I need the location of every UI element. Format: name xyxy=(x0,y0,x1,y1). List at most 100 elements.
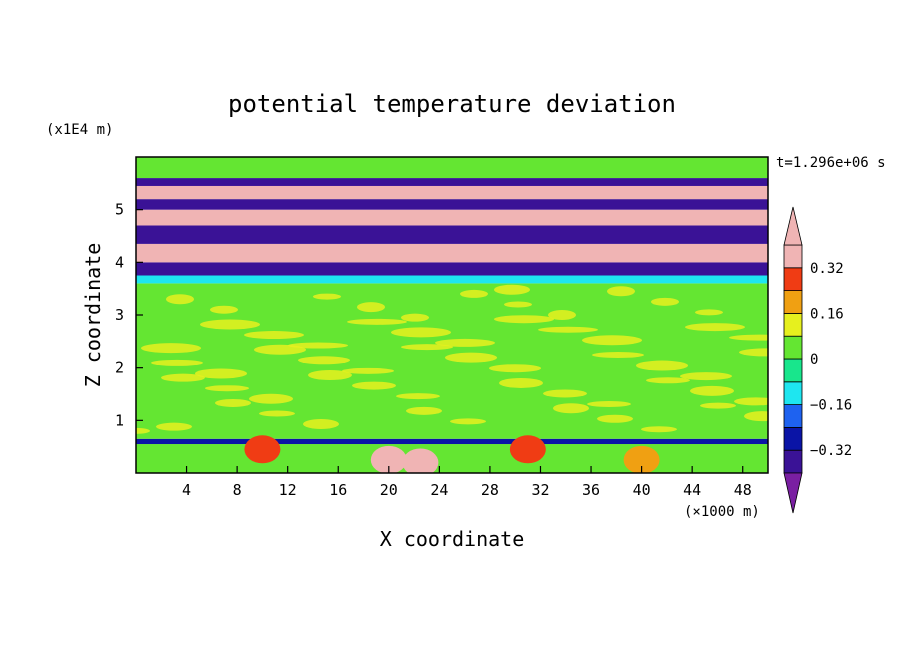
contour-patch xyxy=(489,364,541,373)
x-tick-label: 8 xyxy=(233,481,242,499)
x-axis-label: X coordinate xyxy=(380,527,525,551)
contour-band xyxy=(136,157,768,179)
contour-band xyxy=(136,225,768,244)
x-tick-label: 20 xyxy=(380,481,398,499)
contour-patch xyxy=(592,352,644,359)
contour-patch xyxy=(651,297,679,306)
contour-patch xyxy=(195,368,247,379)
contour-patch xyxy=(641,426,677,433)
colorbar-box xyxy=(783,426,803,451)
contour-patch xyxy=(166,294,194,305)
contour-patch xyxy=(734,397,768,406)
contour-patch xyxy=(582,335,642,346)
x-tick-label: 36 xyxy=(582,481,600,499)
warm-plume xyxy=(509,435,546,464)
y-axis-label: Z coordinate xyxy=(81,243,105,388)
contour-band xyxy=(136,209,768,226)
colorbar-box xyxy=(783,312,803,337)
warm-plume xyxy=(623,445,660,473)
contour-patch xyxy=(156,422,192,431)
contour-patch xyxy=(680,372,732,381)
contour-patch xyxy=(587,401,631,408)
x-tick-label: 44 xyxy=(683,481,701,499)
x-tick-label: 48 xyxy=(734,481,752,499)
contour-patch xyxy=(494,284,530,295)
x-tick-label: 40 xyxy=(633,481,651,499)
contour-patch xyxy=(288,342,348,349)
x-tick-label: 4 xyxy=(182,481,191,499)
contour-patch xyxy=(597,414,633,423)
contour-patch xyxy=(504,301,532,308)
colorbar-box xyxy=(783,404,803,428)
contour-patch xyxy=(401,344,453,351)
x-tick-label: 12 xyxy=(279,481,297,499)
contour-patch xyxy=(342,367,394,374)
contour-patch xyxy=(303,419,339,430)
contour-patch xyxy=(136,427,150,434)
colorbar: 0.32 0.16 0 −0.16 −0.32 xyxy=(783,206,852,514)
contour-patch xyxy=(254,344,306,355)
contour-patch xyxy=(347,318,407,325)
colorbar-box xyxy=(783,290,803,314)
warm-plume xyxy=(244,435,281,464)
colorbar-tick-label: −0.16 xyxy=(810,398,852,414)
contour-patch xyxy=(739,348,768,357)
contour-band xyxy=(136,185,768,200)
contour-band xyxy=(136,243,768,263)
contour-patch xyxy=(460,289,488,298)
contour-patch xyxy=(695,309,723,316)
warm-plume xyxy=(370,445,407,473)
colorbar-box xyxy=(783,267,803,291)
contour-band xyxy=(136,262,768,276)
x-tick-label: 28 xyxy=(481,481,499,499)
contour-patch xyxy=(298,356,350,365)
y-tick-label: 2 xyxy=(115,359,124,377)
contour-patch xyxy=(357,302,385,313)
colorbar-tick-label: 0.32 xyxy=(810,261,844,277)
contour-patch xyxy=(607,286,635,297)
colorbar-tick-label: 0.16 xyxy=(810,306,844,322)
chart-title: potential temperature deviation xyxy=(228,90,676,118)
contour-patch xyxy=(308,370,352,381)
contour-band xyxy=(136,275,768,284)
contour-patch xyxy=(151,359,203,366)
warm-plume xyxy=(402,448,439,473)
contour-patch xyxy=(685,323,745,332)
contour-patch xyxy=(499,377,543,388)
contour-band xyxy=(136,444,768,473)
contour-patch xyxy=(401,313,429,322)
x-axis: 4 8 12 16 20 24 28 32 36 40 44 48 xyxy=(182,466,752,499)
contour-patch xyxy=(352,381,396,390)
contour-patch xyxy=(406,406,442,415)
contour-patch xyxy=(553,403,589,414)
contour-patch xyxy=(538,326,598,333)
contour-patch xyxy=(744,411,768,422)
contour-patch xyxy=(700,402,736,409)
contour-band xyxy=(136,178,768,186)
contour-patch xyxy=(215,398,251,407)
contour-patch xyxy=(450,418,486,425)
contour-patch xyxy=(161,373,205,382)
colorbar-box xyxy=(783,335,803,360)
y-tick-label: 5 xyxy=(115,201,124,219)
contour-patch xyxy=(445,352,497,363)
colorbar-min-arrow xyxy=(783,472,803,514)
y-axis: 1 2 3 4 5 xyxy=(115,201,143,429)
contour-patch xyxy=(259,410,295,417)
contour-patch xyxy=(646,377,690,384)
colorbar-tick-label: −0.32 xyxy=(810,443,852,459)
contour-patch xyxy=(494,315,554,324)
y-unit-label: (x1E4 m) xyxy=(46,122,113,138)
contour-field xyxy=(136,157,768,473)
colorbar-max-arrow xyxy=(783,206,803,246)
colorbar-box xyxy=(783,449,803,474)
contour-patch xyxy=(548,310,576,320)
y-tick-label: 4 xyxy=(115,253,124,271)
colorbar-tick-label: 0 xyxy=(810,352,818,368)
contour-patch xyxy=(391,327,451,338)
contour-patch xyxy=(636,360,688,371)
x-tick-label: 24 xyxy=(430,481,448,499)
contour-patch xyxy=(244,331,304,340)
contour-patch xyxy=(729,334,768,341)
y-tick-label: 3 xyxy=(115,306,124,324)
